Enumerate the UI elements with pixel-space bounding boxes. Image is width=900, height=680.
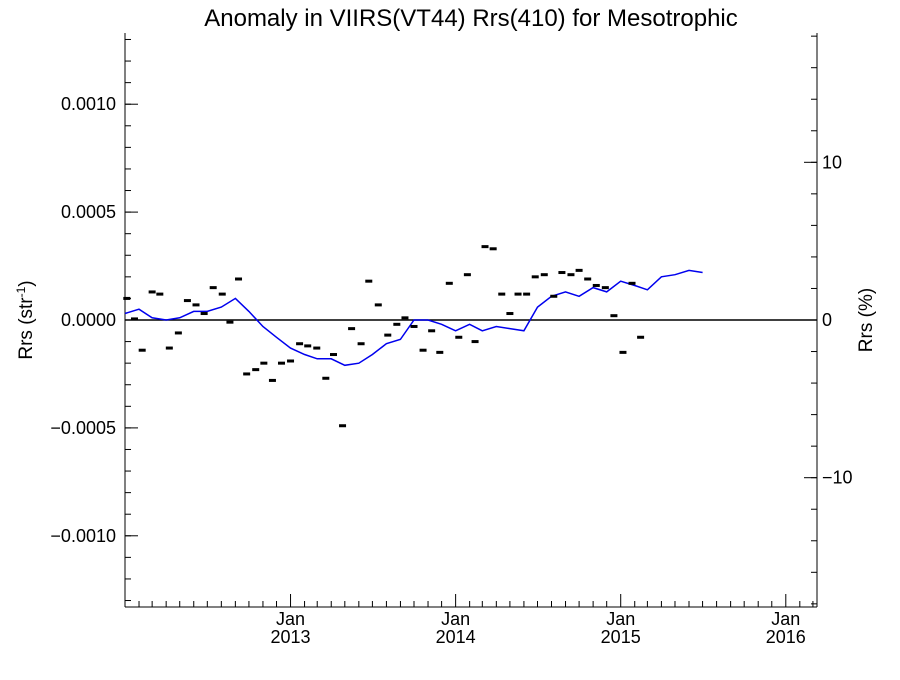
data-point-marker: [218, 292, 226, 296]
data-point-marker: [287, 359, 295, 363]
x-tick-label-month: Jan: [441, 609, 470, 629]
left-axis-ticks: 0.0010 0.0005 0.0000 −0.0005 −0.0010: [50, 94, 138, 546]
data-point-marker: [200, 312, 208, 316]
data-point-marker: [357, 342, 365, 346]
left-tick-label: 0.0000: [61, 310, 116, 330]
data-point-marker: [575, 268, 583, 272]
data-point-marker: [260, 361, 268, 365]
data-point-marker: [628, 281, 636, 285]
data-point-marker: [138, 348, 146, 352]
x-tick-label-year: 2013: [271, 627, 311, 647]
data-point-marker: [410, 324, 418, 328]
right-tick-label: 10: [822, 152, 842, 172]
data-point-marker: [523, 292, 531, 296]
data-point-marker: [374, 303, 382, 307]
data-point-marker: [471, 340, 479, 344]
data-point-marker: [148, 290, 156, 294]
series-markers: [123, 245, 645, 428]
chart-title: Anomaly in VIIRS(VT44) Rrs(410) for Meso…: [204, 5, 738, 32]
data-point-marker: [558, 271, 566, 275]
data-point-marker: [481, 245, 489, 249]
data-point-marker: [489, 247, 497, 251]
x-tick-label-month: Jan: [276, 609, 305, 629]
data-point-marker: [243, 372, 251, 376]
data-point-marker: [277, 361, 285, 365]
data-point-marker: [550, 294, 558, 298]
x-tick-label-month: Jan: [606, 609, 635, 629]
x-tick-label-year: 2016: [766, 627, 806, 647]
data-point-marker: [610, 314, 618, 318]
x-tick-label-month: Jan: [771, 609, 800, 629]
data-point-marker: [514, 292, 522, 296]
data-point-marker: [637, 335, 645, 339]
data-point-marker: [384, 333, 392, 337]
data-point-marker: [567, 273, 575, 277]
data-point-marker: [601, 286, 609, 290]
data-point-marker: [463, 273, 471, 277]
data-point-marker: [592, 283, 600, 287]
data-point-marker: [584, 277, 592, 281]
y-axis-left-label-main: Rrs (str: [16, 297, 37, 360]
data-point-marker: [183, 299, 191, 303]
x-tick-label-year: 2015: [601, 627, 641, 647]
data-point-marker: [130, 317, 138, 321]
data-point-marker: [330, 353, 338, 357]
data-point-marker: [235, 277, 243, 281]
right-tick-label: 0: [822, 310, 832, 330]
data-point-marker: [348, 327, 356, 331]
data-point-marker: [436, 350, 444, 354]
data-point-marker: [401, 316, 409, 320]
data-point-marker: [252, 368, 260, 372]
series-trend-line: [124, 269, 703, 367]
data-point-marker: [419, 348, 427, 352]
data-point-marker: [165, 346, 173, 350]
right-tick-label: −10: [822, 468, 853, 488]
left-tick-label: −0.0010: [50, 526, 116, 546]
data-point-marker: [531, 275, 539, 279]
data-point-marker: [445, 281, 453, 285]
data-point-marker: [296, 342, 304, 346]
data-point-marker: [365, 279, 373, 283]
data-point-marker: [156, 292, 164, 296]
data-point-marker: [455, 335, 463, 339]
data-point-marker: [313, 346, 321, 350]
data-point-marker: [339, 424, 347, 428]
y-axis-left-label: Rrs (str-1): [14, 280, 37, 359]
data-point-marker: [268, 378, 276, 382]
data-point-marker: [393, 322, 401, 326]
data-point-marker: [226, 320, 234, 324]
data-point-marker: [619, 350, 627, 354]
data-point-marker: [123, 296, 131, 300]
y-axis-left-label-close: ): [16, 280, 37, 286]
data-point-marker: [540, 273, 548, 277]
data-point-marker: [428, 329, 436, 333]
y-axis-left-label-sup: -1: [14, 286, 28, 297]
data-point-marker: [498, 292, 506, 296]
left-tick-label: −0.0005: [50, 418, 116, 438]
data-point-marker: [506, 312, 514, 316]
x-tick-label-year: 2014: [436, 627, 476, 647]
y-axis-right-label: Rrs (%): [856, 288, 877, 352]
data-point-marker: [304, 344, 312, 348]
data-point-marker: [174, 331, 182, 335]
left-tick-label: 0.0005: [61, 202, 116, 222]
data-point-marker: [192, 303, 200, 307]
data-point-marker: [209, 286, 217, 290]
data-point-marker: [322, 376, 330, 380]
right-axis-ticks: 10 0 −10: [804, 152, 853, 488]
left-tick-label: 0.0010: [61, 94, 116, 114]
